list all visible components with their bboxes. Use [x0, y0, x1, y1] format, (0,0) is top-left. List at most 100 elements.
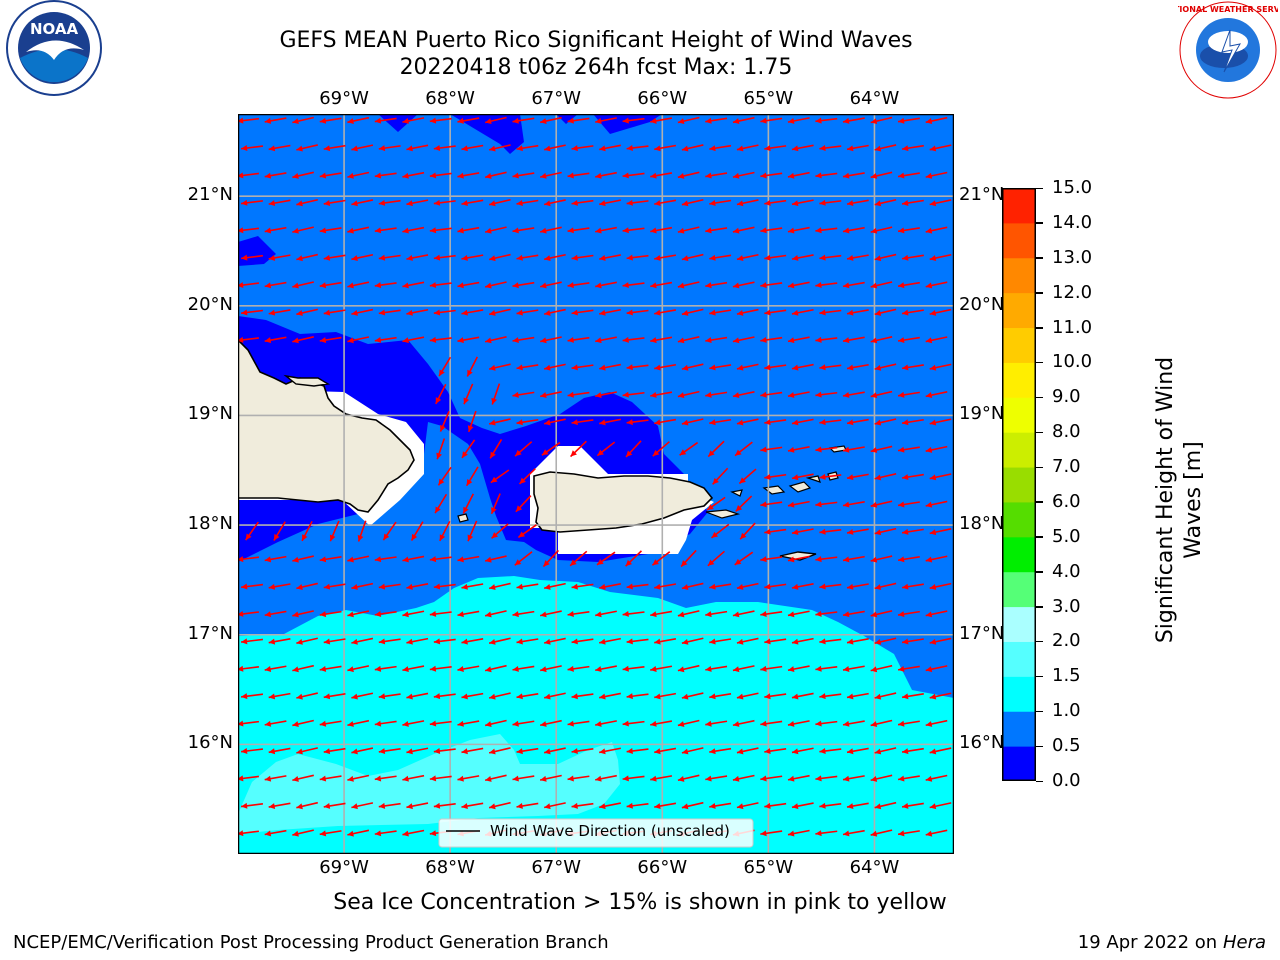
nws-logo-text: NATIONAL WEATHER SERVICE — [1178, 5, 1278, 14]
wind-wave-vector — [815, 336, 838, 343]
wind-wave-vector — [842, 501, 865, 508]
wind-wave-vector — [539, 171, 562, 179]
wind-wave-vector — [760, 611, 783, 617]
mona-island — [457, 513, 469, 523]
wind-wave-vector — [791, 692, 814, 700]
wind-wave-vector — [897, 172, 920, 179]
wind-wave-vector — [874, 418, 897, 426]
wind-wave-vector — [374, 556, 397, 563]
wind-wave-vector — [925, 226, 948, 234]
wind-wave-vector — [462, 493, 475, 514]
map-legend: Wind Wave Direction (unscaled) — [438, 818, 754, 848]
wind-wave-vector — [654, 254, 677, 261]
wind-wave-vector — [626, 419, 649, 426]
lat-label-right: 21°N — [959, 184, 1005, 206]
wind-wave-vector — [677, 336, 700, 344]
lon-label-bottom: 66°W — [637, 857, 688, 878]
wind-wave-vector — [406, 692, 429, 700]
lat-label-right: 16°N — [959, 732, 1005, 754]
wind-wave-vector — [240, 199, 264, 206]
wind-wave-vector — [429, 282, 452, 289]
colorbar-tick-mark — [1036, 745, 1043, 748]
lon-label-top: 68°W — [425, 88, 475, 109]
wind-wave-vector — [319, 720, 342, 727]
wind-wave-vector — [681, 144, 704, 152]
noaa-logo-text: NOAA — [30, 20, 79, 38]
wind-wave-vector — [457, 281, 480, 289]
wind-wave-vector — [760, 775, 783, 782]
wind-wave-vector — [296, 582, 318, 590]
wind-wave-vector — [764, 583, 787, 590]
colorbar-tick-label: 2.0 — [1052, 630, 1081, 652]
wind-wave-vector — [378, 802, 401, 809]
lon-label-bottom: 69°W — [319, 857, 369, 878]
wind-wave-vector — [929, 473, 952, 481]
wind-wave-vector — [815, 282, 838, 289]
wind-wave-vector — [760, 391, 783, 398]
wind-wave-vector — [238, 336, 260, 343]
wind-wave-vector — [323, 144, 346, 152]
wind-wave-vector — [238, 830, 260, 837]
wind-wave-vector — [347, 336, 370, 344]
wind-wave-vector — [791, 747, 814, 755]
wind-wave-vector — [319, 336, 342, 344]
wind-wave-vector — [406, 583, 429, 590]
wind-wave-vector — [870, 719, 893, 728]
lat-label-left: 16°N — [187, 732, 233, 754]
colorbar-tick-mark — [1036, 327, 1043, 329]
wind-wave-vector — [268, 692, 291, 700]
wind-wave-vector — [622, 665, 645, 672]
wind-wave-vector — [571, 419, 594, 426]
wind-wave-vector — [292, 829, 314, 837]
colorbar-tick-mark — [1036, 780, 1043, 782]
wind-wave-vector — [897, 775, 920, 782]
wind-wave-vector — [571, 693, 594, 700]
wind-wave-vector — [402, 720, 425, 727]
wind-wave-vector — [484, 610, 507, 618]
wind-wave-vector — [512, 665, 535, 672]
wind-wave-vector — [901, 418, 924, 426]
wind-wave-vector — [819, 473, 842, 480]
wind-wave-vector — [488, 418, 511, 426]
wind-wave-vector — [622, 391, 645, 398]
colorbar-tick-mark — [1036, 222, 1043, 224]
wind-wave-vector — [567, 117, 590, 124]
wind-wave-vector — [626, 199, 649, 206]
wind-wave-vector — [433, 309, 456, 316]
lat-label-left: 18°N — [187, 513, 233, 535]
wind-wave-vector — [874, 308, 897, 316]
wind-wave-vector — [736, 802, 759, 810]
wind-wave-vector — [514, 441, 533, 457]
wind-wave-vector — [819, 583, 842, 590]
wind-wave-vector — [457, 226, 480, 234]
wind-wave-vector — [760, 720, 783, 727]
wind-wave-vector — [819, 528, 842, 535]
wind-wave-vector — [815, 446, 838, 453]
wind-wave-vector — [735, 495, 753, 512]
wind-wave-vector — [764, 638, 787, 645]
wind-wave-vector — [599, 802, 621, 810]
wind-wave-vector — [488, 308, 511, 316]
wind-wave-vector — [238, 117, 260, 124]
wind-wave-vector — [596, 551, 616, 566]
wind-wave-vector — [901, 528, 924, 535]
wind-wave-vector — [736, 199, 759, 207]
colorbar-tick-mark — [1036, 257, 1043, 259]
wind-wave-vector — [846, 638, 869, 645]
wind-wave-vector — [654, 309, 677, 316]
wind-wave-vector — [512, 117, 535, 124]
wind-wave-vector — [677, 226, 700, 234]
wind-wave-vector — [736, 637, 759, 645]
wind-wave-vector — [292, 610, 314, 618]
wind-wave-vector — [764, 309, 787, 316]
wind-wave-vector — [707, 550, 725, 567]
wind-wave-vector — [567, 227, 590, 234]
wind-wave-vector — [599, 363, 621, 371]
wind-wave-vector — [429, 720, 452, 727]
wind-wave-vector — [543, 692, 566, 700]
wind-wave-vector — [268, 583, 291, 590]
wind-wave-vector — [677, 610, 700, 618]
wind-wave-vector — [595, 171, 617, 179]
wind-wave-vector — [874, 692, 897, 700]
wind-wave-vector — [815, 501, 838, 508]
